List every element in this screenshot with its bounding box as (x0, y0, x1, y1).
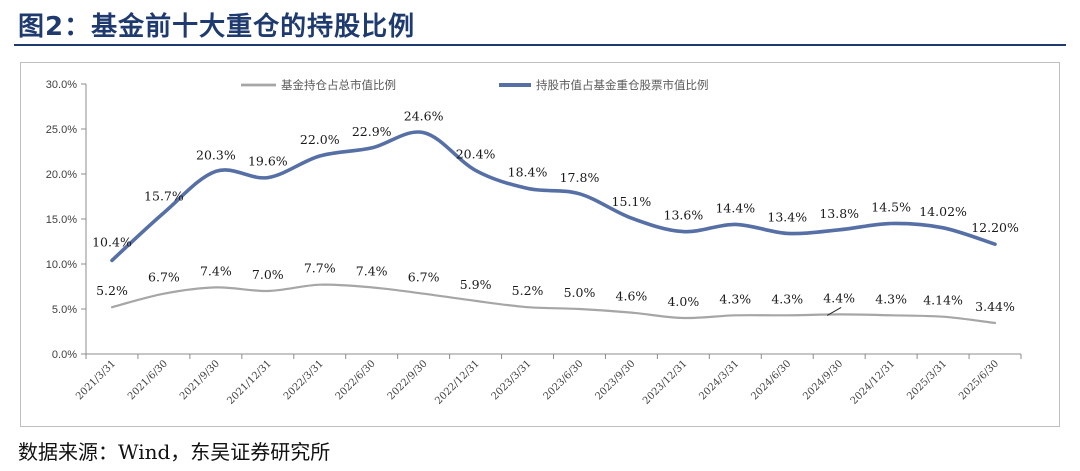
data-label: 5.0% (564, 285, 596, 300)
data-label: 4.4% (823, 290, 855, 305)
legend-label: 持股市值占基金重仓股票市值比例 (536, 78, 709, 92)
data-label: 6.7% (148, 270, 180, 285)
chart-frame: 0.0% 5.0% 10.0% 15.0% 20.0% 25.0% 30.0% 2021/3/… (20, 62, 1060, 427)
data-label: 4.3% (719, 291, 751, 306)
x-tick-label: 2025/3/31 (905, 358, 949, 402)
x-tick-label: 2021/3/31 (74, 358, 118, 402)
data-label: 22.0% (300, 132, 340, 147)
x-tick-label: 2025/6/30 (957, 358, 1001, 402)
x-tick-label: 2021/12/31 (225, 358, 274, 407)
holding-ratio-series-line (110, 283, 997, 325)
x-tick-label: 2024/3/31 (697, 358, 741, 402)
x-tick-label: 2021/6/30 (126, 358, 170, 402)
y-tick-label: 5.0% (52, 304, 77, 316)
data-label: 13.8% (819, 206, 859, 221)
data-label: 15.1% (612, 194, 652, 209)
x-tick-label: 2023/9/30 (593, 358, 637, 402)
data-label: 7.4% (200, 263, 232, 278)
data-label: 22.9% (352, 124, 392, 139)
data-label: 4.3% (771, 291, 803, 306)
y-tick-label: 10.0% (46, 259, 77, 271)
data-label: 5.2% (512, 283, 544, 298)
x-tick-label: 2022/12/31 (433, 358, 482, 407)
y-tick-label: 25.0% (46, 124, 77, 136)
data-label: 5.9% (460, 277, 492, 292)
x-tick-label: 2023/6/30 (542, 358, 586, 402)
data-label: 24.6% (404, 109, 444, 124)
data-label: 13.6% (664, 208, 704, 223)
legend-label: 基金持仓占总市值比例 (281, 78, 396, 92)
x-tick-label: 2023/12/31 (641, 358, 690, 407)
x-tick-label: 2021/9/30 (178, 358, 222, 402)
data-label: 13.4% (767, 209, 807, 224)
x-tick-label: 2024/9/30 (801, 358, 845, 402)
data-label: 14.5% (871, 200, 911, 215)
data-label: 6.7% (408, 270, 440, 285)
y-tick-label: 0.0% (52, 349, 77, 361)
data-label: 4.14% (923, 293, 963, 308)
data-label: 4.6% (616, 289, 648, 304)
data-label: 10.4% (92, 234, 132, 249)
data-label: 17.8% (560, 170, 600, 185)
data-label: 18.4% (508, 164, 548, 179)
data-label: 15.7% (144, 189, 184, 204)
title-divider (14, 44, 1066, 46)
data-label: 7.4% (356, 263, 388, 278)
y-tick-label: 30.0% (46, 79, 77, 91)
data-label: 19.6% (248, 154, 288, 169)
label-leader-line (826, 306, 842, 316)
data-label: 20.3% (196, 147, 236, 162)
data-label: 14.02% (919, 204, 967, 219)
x-tick-label: 2022/3/31 (282, 358, 326, 402)
data-label: 20.4% (456, 146, 496, 161)
data-label: 14.4% (715, 200, 755, 215)
data-label: 4.3% (875, 291, 907, 306)
data-label: 7.7% (304, 261, 336, 276)
data-label: 5.2% (96, 283, 128, 298)
x-tick-label: 2023/3/31 (490, 358, 534, 402)
x-tick-label: 2022/6/30 (334, 358, 378, 402)
heavy-holding-ratio-series-line (110, 130, 997, 263)
y-tick-label: 15.0% (46, 214, 77, 226)
data-label: 12.20% (971, 220, 1019, 235)
x-tick-label: 2022/9/30 (386, 358, 430, 402)
x-tick-label: 2024/12/31 (849, 358, 898, 407)
data-label: 7.0% (252, 267, 284, 282)
source-note: 数据来源：Wind，东吴证券研究所 (18, 440, 331, 464)
y-tick-label: 20.0% (46, 169, 77, 181)
figure-title: 图2：基金前十大重仓的持股比例 (18, 12, 416, 42)
data-label: 4.0% (667, 294, 699, 309)
x-tick-label: 2024/6/30 (749, 358, 793, 402)
data-label: 3.44% (975, 299, 1015, 314)
line-chart: 0.0% 5.0% 10.0% 15.0% 20.0% 25.0% 30.0% 2021/3/… (46, 78, 1022, 407)
